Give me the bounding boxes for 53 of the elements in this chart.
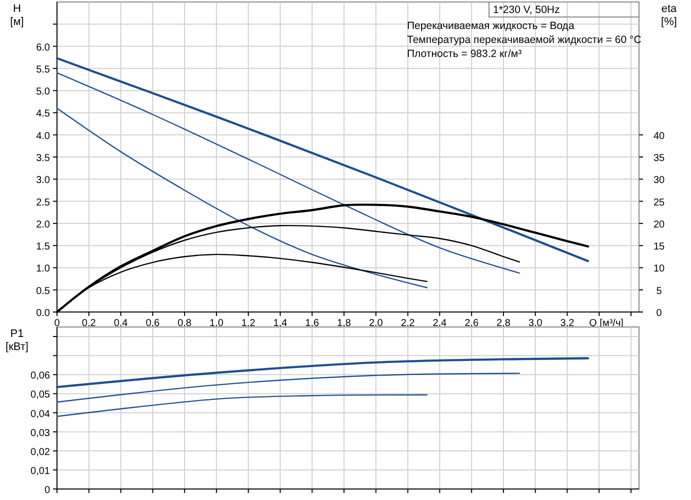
y-tick-label: 0,02 <box>30 446 50 458</box>
y-tick-label: 0,04 <box>30 408 50 420</box>
y2-tick-label: 20 <box>653 219 665 230</box>
y2-tick-label: 15 <box>653 242 665 253</box>
y-axis-title: P1 [кВт] <box>6 328 28 353</box>
x-tick-label: 2,0 <box>368 318 384 329</box>
annotation: Перекачиваемая жидкость = Вода <box>407 20 574 32</box>
y2-tick-label: 0 <box>656 308 662 319</box>
x-tick-label: 2,6 <box>464 318 479 329</box>
y-tick-label: 3.5 <box>36 153 50 164</box>
y2-tick-label: 25 <box>653 197 665 208</box>
y-tick-label: 0 <box>44 485 50 496</box>
annotation: Плотность = 983.2 кг/м³ <box>407 48 522 60</box>
y-tick-label: 4.0 <box>36 130 50 142</box>
y-tick-label: 1.0 <box>36 264 50 275</box>
y2-tick-label: 35 <box>653 153 665 164</box>
y-tick-label: 4.5 <box>36 108 50 120</box>
y-tick-label: 6.0 <box>36 42 50 54</box>
y-tick-label: 0,06 <box>30 370 50 382</box>
y2-tick-label: 30 <box>653 175 665 186</box>
y2-axis-title: eta [%] <box>661 3 678 28</box>
y-tick-label: 0,01 <box>30 466 50 477</box>
x-tick-label: 0,6 <box>146 318 160 329</box>
x-tick-label: 1,0 <box>210 318 224 329</box>
y-tick-label: 3.0 <box>36 175 50 186</box>
x-tick-label: 3,2 <box>560 318 575 329</box>
y-tick-label: 0.5 <box>36 286 50 297</box>
y-tick-label: 0,05 <box>30 390 50 401</box>
y-tick-label: 2.0 <box>36 219 50 230</box>
y-tick-label: 1.5 <box>36 242 50 253</box>
x-tick-label: 3,0 <box>528 318 543 329</box>
x-tick-label: 0 <box>54 318 60 329</box>
x-tick-label: 2,8 <box>496 318 511 329</box>
y-tick-label: 2.5 <box>36 197 50 208</box>
x-tick-label: 0,4 <box>114 318 128 329</box>
x-tick-label: 0,8 <box>178 318 192 329</box>
y-tick-label: 5.0 <box>36 86 50 98</box>
x-tick-label: 1,8 <box>337 318 352 329</box>
annotation: Температура перекачиваемой жидкости = 60 °C <box>407 34 642 46</box>
x-tick-label: 0,2 <box>82 318 96 329</box>
x-tick-label: 1,6 <box>305 318 320 329</box>
y-tick-label: 0.0 <box>36 308 50 319</box>
y-tick-label: 5.5 <box>36 64 50 76</box>
x-tick-label: 1,4 <box>273 318 288 329</box>
y2-tick-label: 10 <box>653 264 665 275</box>
x-tick-label: 2,2 <box>400 318 416 329</box>
y2-tick-label: 40 <box>653 130 665 142</box>
y-axis-title: H [м] <box>10 3 24 28</box>
y-tick-label: 0,03 <box>30 428 50 439</box>
x-tick-label: 1,2 <box>241 318 256 329</box>
x-tick-label: 2,4 <box>432 318 448 329</box>
chart-title: 1*230 V, 50Hz <box>493 4 560 16</box>
y2-tick-label: 5 <box>656 286 662 297</box>
